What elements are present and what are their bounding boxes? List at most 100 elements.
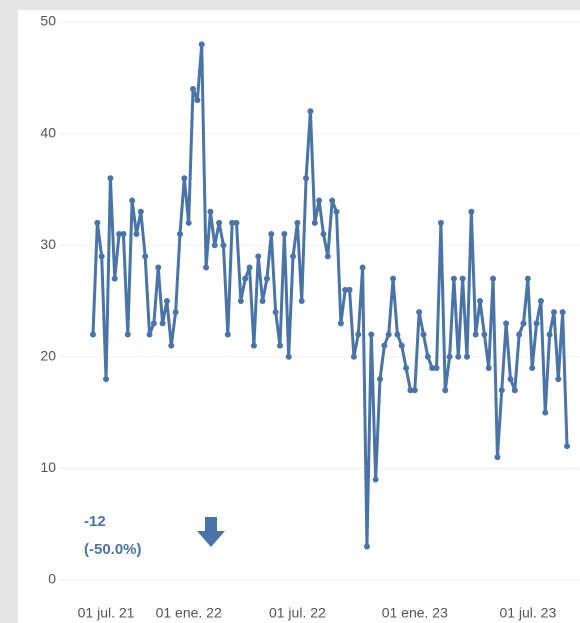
point [559, 309, 566, 316]
point [537, 298, 544, 304]
point [503, 320, 510, 327]
point [511, 387, 518, 394]
point [411, 387, 418, 394]
point [259, 298, 266, 304]
point [124, 331, 131, 338]
point [103, 376, 110, 383]
point [137, 208, 144, 215]
point [255, 253, 262, 260]
point [211, 242, 218, 249]
point [133, 231, 140, 238]
point [290, 253, 297, 260]
point [294, 219, 301, 226]
point [520, 320, 527, 327]
point [272, 309, 279, 316]
annotation: (-50.0%) [84, 541, 142, 558]
point [194, 97, 201, 104]
point [390, 275, 397, 282]
point [355, 331, 362, 338]
y-tick-label: 0 [48, 571, 56, 587]
point [459, 275, 466, 282]
point [564, 443, 570, 450]
point [529, 364, 536, 371]
point [98, 253, 105, 260]
point [368, 331, 375, 338]
point [403, 364, 410, 371]
point [181, 175, 188, 182]
y-tick-label: 40 [40, 124, 56, 140]
point [359, 264, 366, 271]
point [246, 264, 253, 271]
point [429, 364, 436, 371]
point [342, 286, 349, 293]
y-tick-label: 20 [40, 348, 56, 364]
point [377, 376, 384, 383]
point [94, 219, 101, 226]
point [507, 376, 514, 383]
point [533, 320, 540, 327]
point [150, 320, 157, 327]
point [224, 331, 231, 338]
point [398, 342, 405, 349]
point [372, 476, 379, 483]
point [107, 175, 114, 182]
point [237, 298, 244, 304]
point [220, 242, 227, 249]
point [363, 543, 370, 550]
point [455, 353, 462, 360]
point [472, 331, 479, 338]
point [324, 253, 331, 260]
y-tick-label: 50 [40, 13, 56, 29]
y-tick-label: 30 [40, 236, 56, 252]
x-tick-label: 01 jul. 23 [499, 605, 556, 621]
point [542, 409, 549, 416]
point [420, 331, 427, 338]
down-arrow [197, 517, 225, 547]
point [90, 331, 96, 338]
point [494, 454, 501, 461]
point [446, 353, 453, 360]
point [437, 219, 444, 226]
point [198, 41, 205, 48]
point [385, 331, 392, 338]
point [116, 231, 123, 238]
point [163, 298, 170, 304]
point [394, 331, 401, 338]
point [120, 231, 127, 238]
point [111, 275, 118, 282]
point [129, 197, 136, 204]
point [185, 219, 192, 226]
point [485, 364, 492, 371]
point [481, 331, 488, 338]
point [268, 231, 275, 238]
point [463, 353, 470, 360]
point [350, 353, 357, 360]
point [320, 231, 327, 238]
point [490, 275, 497, 282]
point [307, 108, 314, 115]
point [477, 298, 484, 304]
point [381, 342, 388, 349]
series-line [91, 42, 569, 549]
point [168, 342, 175, 349]
point [207, 208, 214, 215]
point [216, 219, 223, 226]
point [203, 264, 210, 271]
point [155, 264, 162, 271]
point [416, 309, 423, 316]
point [555, 376, 562, 383]
point [298, 298, 305, 304]
x-tick-label: 01 ene. 23 [382, 605, 448, 621]
point [333, 208, 340, 215]
point [242, 275, 249, 282]
point [281, 231, 288, 238]
x-tick-label: 01 ene. 22 [156, 605, 222, 621]
x-tick-label: 01 jul. 21 [78, 605, 135, 621]
point [190, 85, 197, 92]
point [159, 320, 166, 327]
point [146, 331, 153, 338]
point [250, 342, 257, 349]
point [316, 197, 323, 204]
